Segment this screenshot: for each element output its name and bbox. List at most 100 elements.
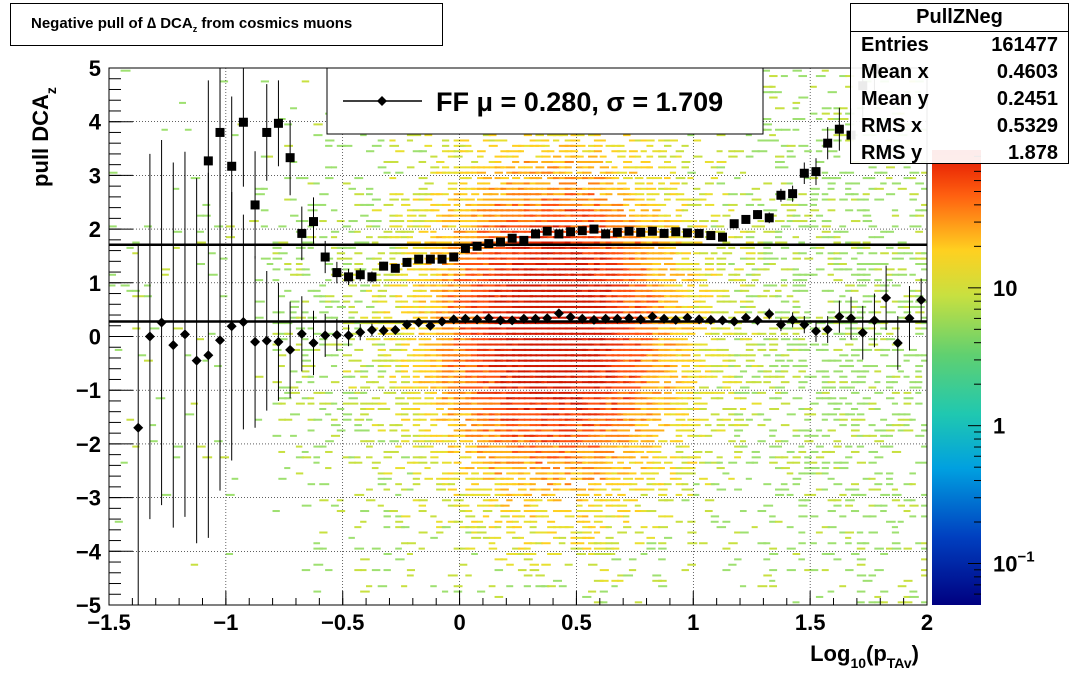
heatmap-cell <box>395 332 405 335</box>
heatmap-cell <box>909 386 919 389</box>
heatmap-cell <box>564 263 574 266</box>
heatmap-cell <box>792 289 800 292</box>
heatmap-cell <box>582 515 589 518</box>
heatmap-cell <box>798 220 808 223</box>
heatmap-cell <box>535 300 543 303</box>
heatmap-cell <box>523 552 531 555</box>
heatmap-cell <box>307 429 315 432</box>
heatmap-cell <box>588 504 595 507</box>
heatmap-cell <box>728 279 737 282</box>
heatmap-cell <box>523 348 532 351</box>
heatmap-cell <box>547 343 556 346</box>
heatmap-cell <box>441 391 451 394</box>
heatmap-cell <box>745 193 754 196</box>
heatmap-cell <box>465 526 475 529</box>
heatmap-cell <box>739 257 748 260</box>
heatmap-cell <box>915 263 924 266</box>
heatmap-cell <box>447 445 456 448</box>
heatmap-cell <box>412 348 422 351</box>
heatmap-cell <box>593 144 603 147</box>
heatmap-cell <box>617 220 625 223</box>
heatmap-cell <box>821 526 830 529</box>
heatmap-cell <box>775 391 783 394</box>
heatmap-cell <box>868 515 877 518</box>
heatmap-cell <box>623 257 634 260</box>
heatmap-cell <box>886 386 894 389</box>
heatmap-cell <box>401 305 408 308</box>
heatmap-cell <box>564 445 575 448</box>
heatmap-cell <box>272 311 281 314</box>
heatmap-cell <box>880 504 888 507</box>
heatmap-cell <box>617 230 627 233</box>
heatmap-cell <box>547 483 557 486</box>
heatmap-cell <box>856 279 866 282</box>
heatmap-cell <box>640 365 650 368</box>
heatmap-cell <box>517 338 526 341</box>
heatmap-cell <box>605 450 615 453</box>
heatmap-cell <box>704 305 713 308</box>
heatmap-cell <box>196 214 205 217</box>
heatmap-cell <box>319 531 328 534</box>
heatmap-cell <box>763 418 772 421</box>
heatmap-cell <box>412 354 420 357</box>
heatmap-cell <box>290 434 297 437</box>
heatmap-cell <box>588 343 597 346</box>
heatmap-cell <box>558 252 566 255</box>
heatmap-cell <box>623 440 633 443</box>
heatmap-cell <box>722 569 731 572</box>
heatmap-cell <box>441 316 451 319</box>
heatmap-cell <box>401 273 409 276</box>
heatmap-cell <box>541 289 551 292</box>
heatmap-cell <box>652 381 660 384</box>
heatmap-cell <box>582 461 589 464</box>
heatmap-cell <box>699 418 709 421</box>
heatmap-cell <box>109 284 116 287</box>
heatmap-cell <box>488 381 499 384</box>
heatmap-cell <box>564 187 573 190</box>
heatmap-cell <box>430 418 437 421</box>
heatmap-cell <box>482 375 489 378</box>
heatmap-cell <box>623 177 633 180</box>
heatmap-cell <box>605 171 614 174</box>
heatmap-cell <box>745 359 755 362</box>
heatmap-cell <box>552 434 562 437</box>
heatmap-cell <box>260 187 268 190</box>
heatmap-cell <box>675 295 684 298</box>
heatmap-cell <box>570 305 581 308</box>
heatmap-cell <box>827 552 835 555</box>
heatmap-cell <box>617 182 627 185</box>
heatmap-cell <box>424 348 431 351</box>
heatmap-cell <box>552 300 560 303</box>
heatmap-cell <box>512 391 522 394</box>
heatmap-cell <box>424 246 431 249</box>
heatmap-cell <box>558 322 568 325</box>
heatmap-cell <box>523 198 531 201</box>
heatmap-cell <box>523 429 532 432</box>
heatmap-cell <box>693 343 702 346</box>
heatmap-cell <box>535 225 543 228</box>
heatmap-cell <box>564 155 575 158</box>
heatmap-cell <box>447 450 458 453</box>
heatmap-cell <box>868 531 878 534</box>
heatmap-cell <box>477 531 487 534</box>
heatmap-cell <box>412 456 423 459</box>
heatmap-cell <box>646 220 656 223</box>
heatmap-cell <box>477 429 487 432</box>
heatmap-cell <box>728 407 737 410</box>
heatmap-cell <box>704 499 715 502</box>
heatmap-cell <box>728 440 736 443</box>
heatmap-cell <box>763 252 773 255</box>
heatmap-cell <box>430 203 440 206</box>
heatmap-cell <box>850 348 861 351</box>
heatmap-cell <box>593 236 603 239</box>
heatmap-cell <box>319 193 329 196</box>
heatmap-cell <box>821 370 829 373</box>
heatmap-cell <box>441 590 449 593</box>
heatmap-cell <box>623 241 631 244</box>
heatmap-cell <box>710 252 718 255</box>
heatmap-cell <box>488 536 496 539</box>
heatmap-cell <box>366 407 375 410</box>
heatmap-cell <box>815 595 824 598</box>
heatmap-cell <box>494 300 502 303</box>
heatmap-cell <box>401 370 408 373</box>
